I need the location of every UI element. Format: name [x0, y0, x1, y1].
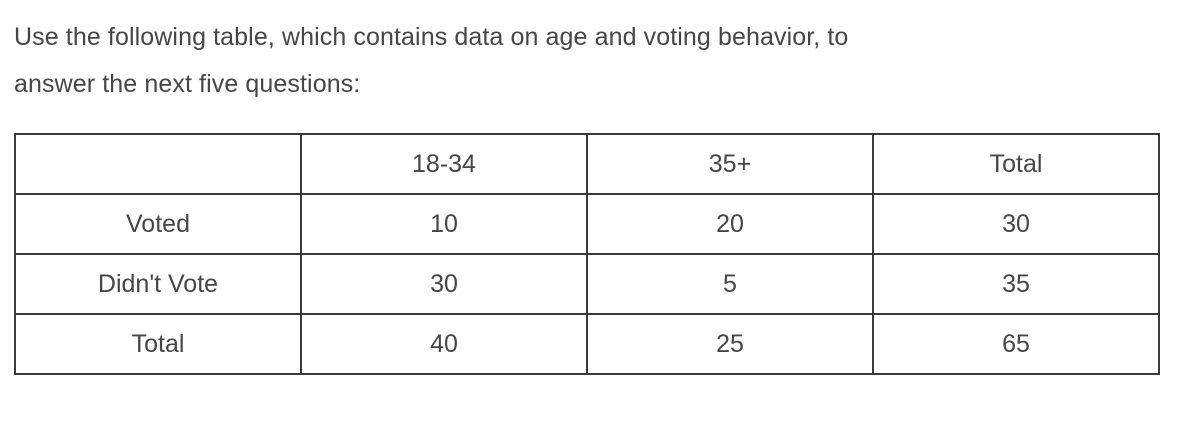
- table-row-voted: Voted 10 20 30: [14, 193, 1160, 255]
- intro-line-1: Use the following table, which contains …: [14, 23, 849, 51]
- question-intro-text: Use the following table, which contains …: [14, 14, 1180, 108]
- cell-voted-18-34: 10: [300, 193, 588, 255]
- column-header-18-34: 18-34: [300, 133, 588, 195]
- cell-didnt-vote-total: 35: [872, 253, 1160, 315]
- table-row-total: Total 40 25 65: [14, 313, 1160, 375]
- cell-total-total: 65: [872, 313, 1160, 375]
- column-header-35-plus: 35+: [586, 133, 874, 195]
- corner-cell: [14, 133, 302, 195]
- cell-total-18-34: 40: [300, 313, 588, 375]
- row-label-total: Total: [14, 313, 302, 375]
- cell-didnt-vote-35-plus: 5: [586, 253, 874, 315]
- column-header-total: Total: [872, 133, 1160, 195]
- row-label-voted: Voted: [14, 193, 302, 255]
- intro-line-2: answer the next five questions:: [14, 70, 361, 98]
- cell-total-35-plus: 25: [586, 313, 874, 375]
- cell-didnt-vote-18-34: 30: [300, 253, 588, 315]
- header-row: 18-34 35+ Total: [14, 133, 1160, 195]
- voting-data-table: 18-34 35+ Total Voted 10 20 30 Didn't Vo…: [14, 133, 1160, 375]
- cell-voted-35-plus: 20: [586, 193, 874, 255]
- cell-voted-total: 30: [872, 193, 1160, 255]
- table-row-didnt-vote: Didn't Vote 30 5 35: [14, 253, 1160, 315]
- row-label-didnt-vote: Didn't Vote: [14, 253, 302, 315]
